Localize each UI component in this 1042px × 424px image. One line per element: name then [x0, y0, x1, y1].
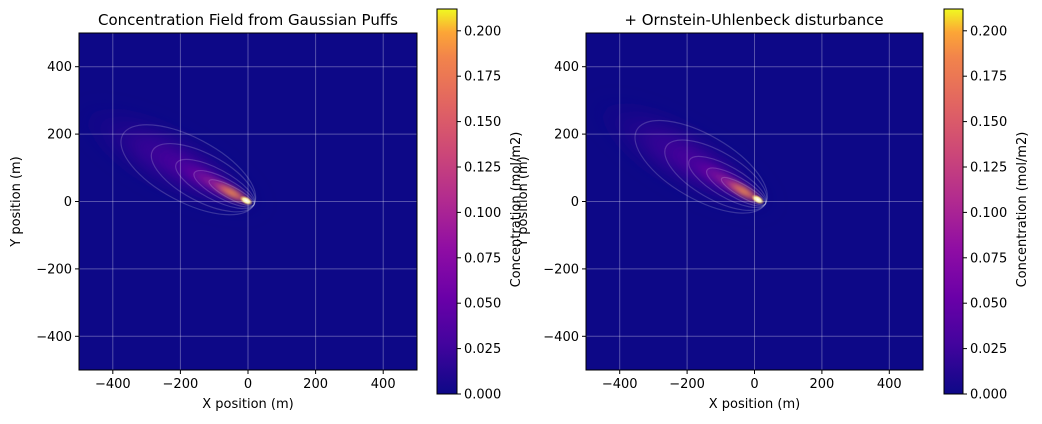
- colorbar-tick-label: 0.025: [970, 342, 1007, 357]
- colorbar-label: Concentration (mol/m2): [509, 132, 524, 288]
- x-tick-label: 200: [809, 377, 834, 392]
- chart-title: + Ornstein-Uhlenbeck disturbance: [624, 11, 883, 29]
- colorbar-label: Concentration (mol/m2): [1015, 132, 1030, 288]
- y-tick-label: −400: [36, 330, 72, 345]
- x-tick-label: −200: [163, 377, 199, 392]
- grid-lines: [79, 33, 417, 370]
- y-tick-label: 400: [47, 60, 72, 75]
- colorbar-tick-label: 0.050: [970, 297, 1007, 312]
- right-heatmap-panel: −400 −200 0 200 400 −400 −200 0 200 400 + Ornstein…: [516, 8, 1030, 412]
- y-tick-label: 200: [554, 128, 579, 143]
- colorbar-tick-label: 0.150: [464, 115, 501, 130]
- colorbar-tick-label: 0.100: [464, 206, 501, 221]
- colorbar: 0.000 0.025 0.050 0.075 0.100 0.125 0.150 0.175…: [943, 8, 1030, 403]
- y-tick-label: 200: [47, 128, 72, 143]
- y-axis-label: Y position (m): [516, 156, 531, 248]
- left-heatmap-panel: −400 −200 0 200 400 −400 −200 0 200 400 Concentrat…: [9, 8, 524, 412]
- x-tick-label: −400: [602, 377, 638, 392]
- colorbar-tick-label: 0.075: [970, 251, 1007, 266]
- x-tick-label: −400: [95, 377, 131, 392]
- contour-line: [120, 124, 257, 216]
- x-axis-label: X position (m): [709, 397, 800, 412]
- colorbar-tick-label: 0.100: [970, 206, 1007, 221]
- colorbar-tick-label: 0.000: [970, 388, 1007, 403]
- y-tick-label: 0: [64, 195, 72, 210]
- colorbar-tick-label: 0.125: [464, 160, 501, 175]
- x-tick-label: 400: [371, 377, 396, 392]
- x-tick-label: −200: [669, 377, 705, 392]
- contour-line: [688, 155, 767, 209]
- x-axis-label: X position (m): [202, 397, 293, 412]
- y-tick-label: 400: [554, 60, 579, 75]
- colorbar: 0.000 0.025 0.050 0.075 0.100 0.125 0.150 0.175…: [436, 8, 524, 403]
- chart-title: Concentration Field from Gaussian Puffs: [98, 11, 398, 29]
- colorbar-tick-label: 0.175: [464, 70, 501, 85]
- y-tick-label: −200: [36, 262, 72, 277]
- colorbar-gradient: [436, 8, 458, 395]
- x-tick-label: 0: [244, 377, 252, 392]
- y-axis-label: Y position (m): [9, 156, 24, 248]
- contour-line: [705, 167, 767, 207]
- concentration-plume: [586, 92, 782, 221]
- contour-line: [175, 158, 256, 210]
- grid-lines: [586, 33, 923, 370]
- colorbar-tick-label: 0.150: [970, 115, 1007, 130]
- colorbar-tick-label: 0.075: [464, 251, 501, 266]
- contour-line: [634, 119, 768, 214]
- colorbar-tick-label: 0.200: [970, 24, 1007, 39]
- colorbar-tick-label: 0.175: [970, 70, 1007, 85]
- y-tick-label: −200: [543, 262, 579, 277]
- colorbar-tick-label: 0.125: [970, 160, 1007, 175]
- x-tick-label: 0: [750, 377, 758, 392]
- colorbar-tick-label: 0.025: [464, 342, 501, 357]
- x-tick-label: 200: [303, 377, 328, 392]
- y-tick-label: 0: [571, 195, 579, 210]
- colorbar-tick-label: 0.000: [464, 388, 501, 403]
- colorbar-gradient: [943, 8, 964, 395]
- colorbar-tick-label: 0.050: [464, 297, 501, 312]
- contour-line: [150, 142, 256, 213]
- contour-line: [720, 176, 767, 206]
- x-tick-label: 400: [877, 377, 902, 392]
- contour-line: [208, 179, 255, 207]
- contour-line: [664, 139, 768, 211]
- colorbar-tick-label: 0.200: [464, 24, 501, 39]
- y-tick-label: −400: [543, 330, 579, 345]
- concentration-plume: [79, 98, 271, 223]
- contour-line: [193, 169, 255, 208]
